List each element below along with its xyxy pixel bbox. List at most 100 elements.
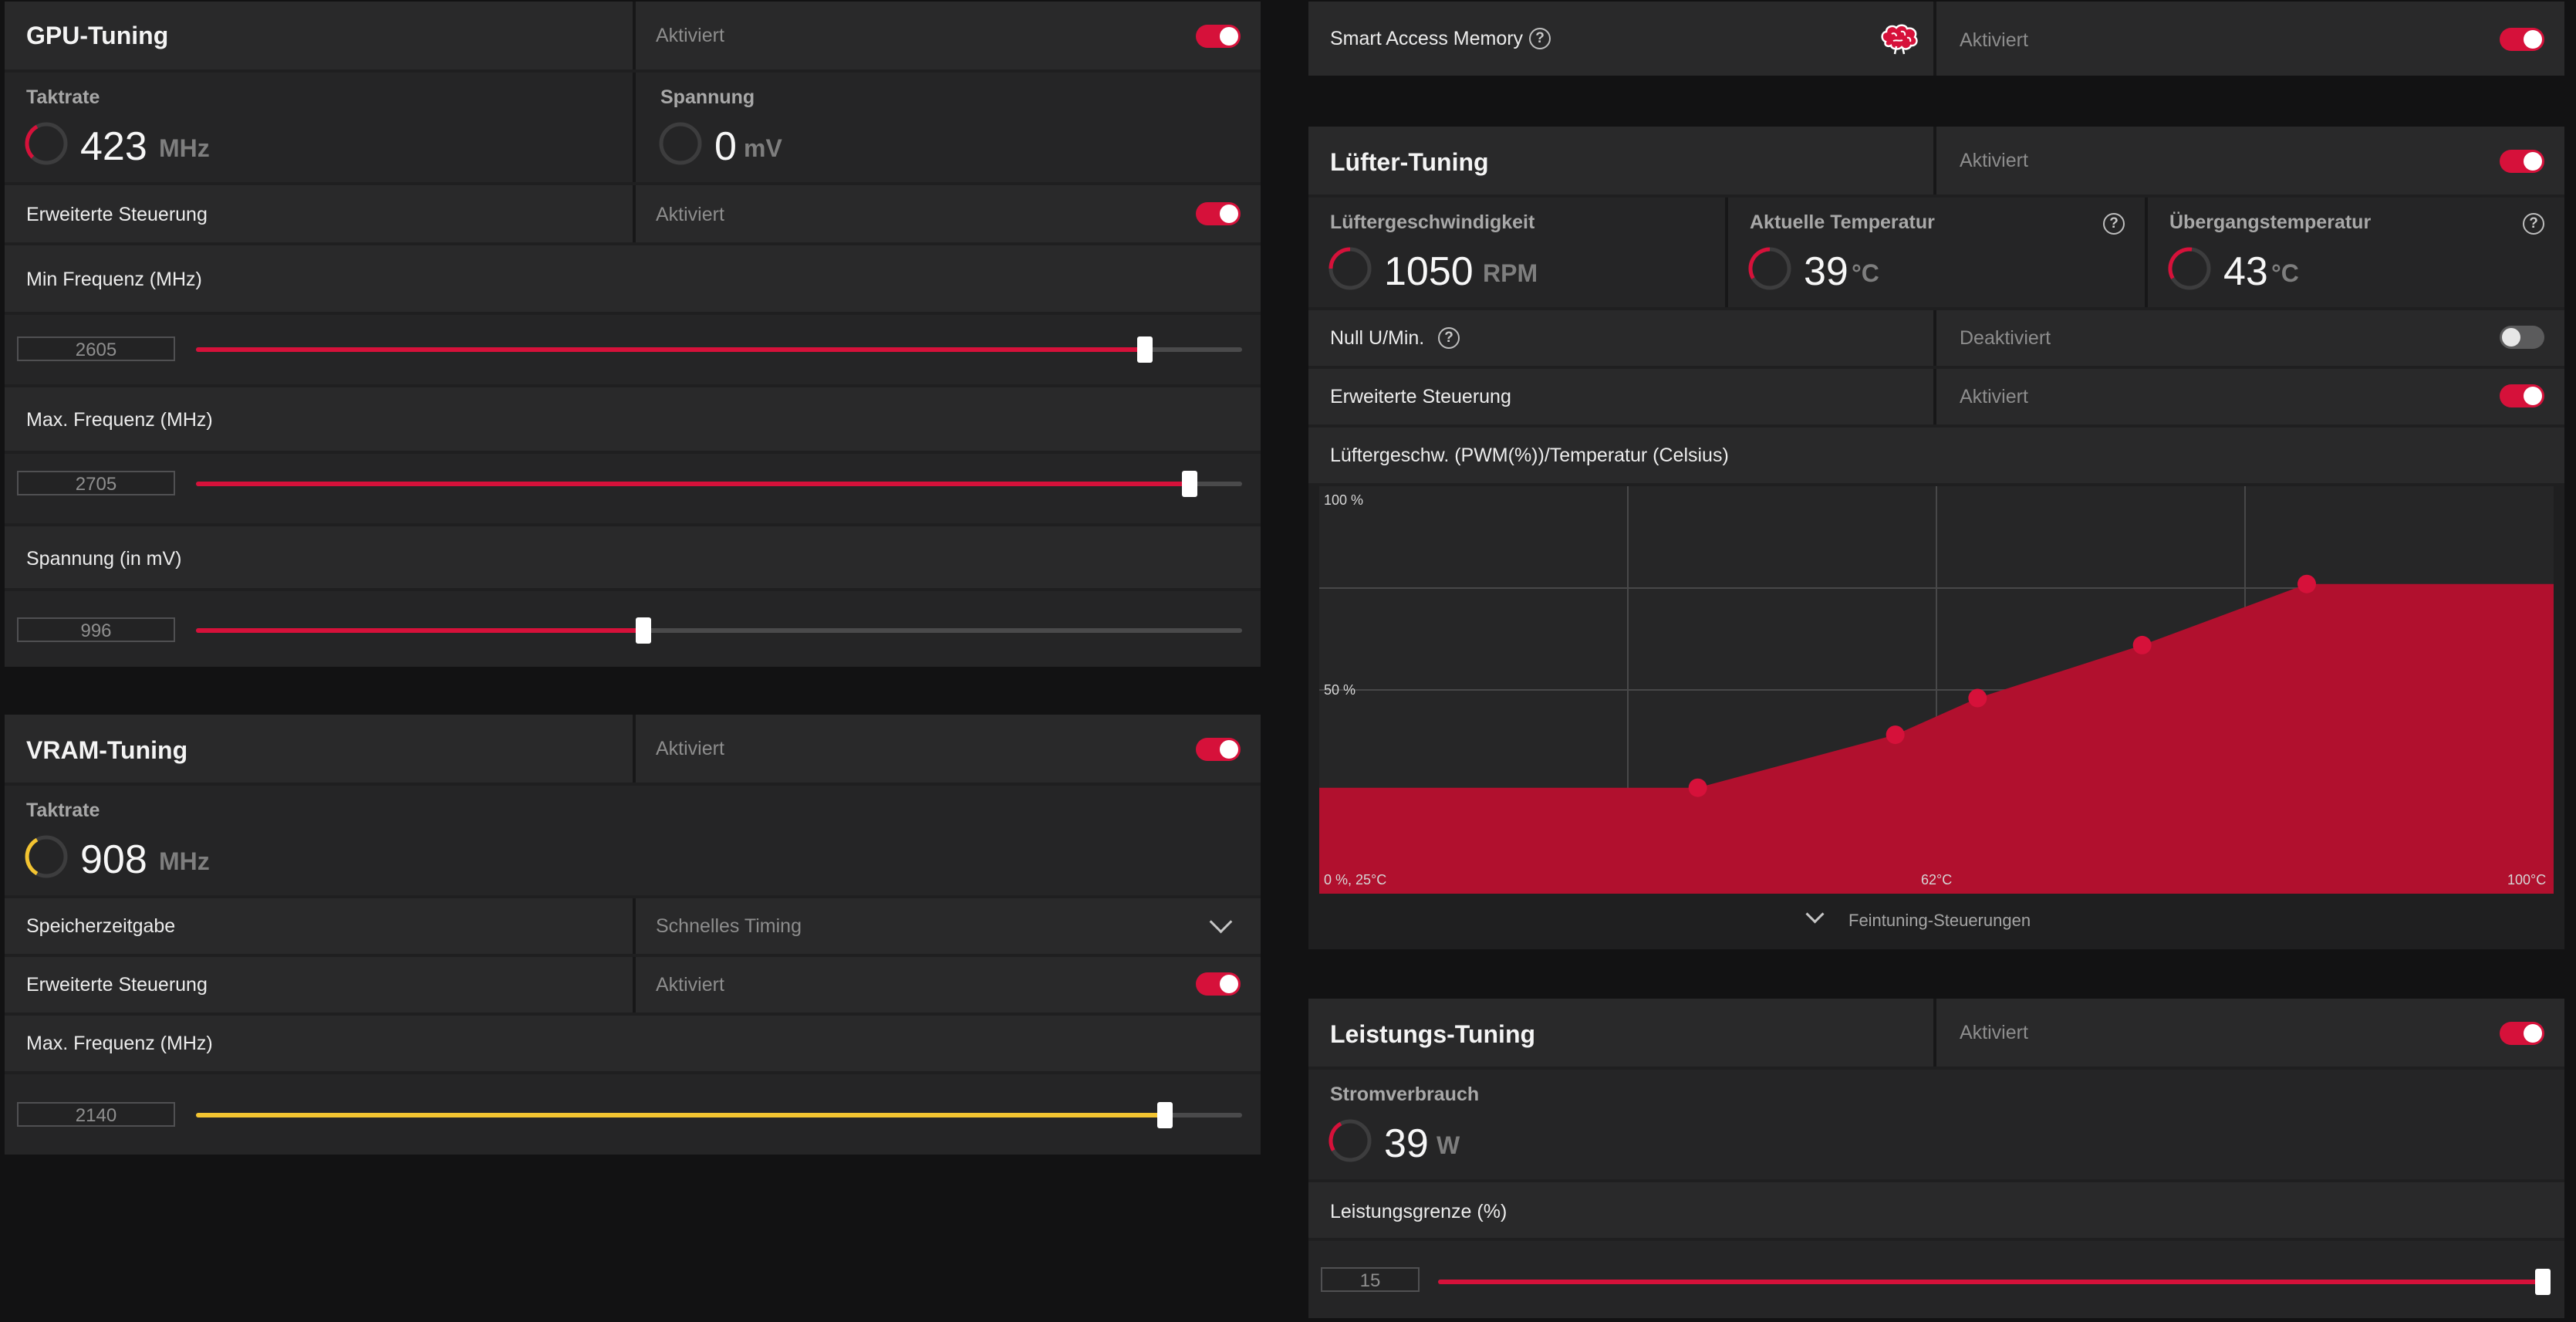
smart-access-memory-panel: Smart Access Memory ? Aktiviert [1308,2,2564,76]
voltage-input[interactable]: 996 [17,617,175,642]
voltage-slider[interactable] [196,617,1242,644]
vram-advanced-status: Aktiviert [656,974,724,996]
help-icon[interactable]: ? [2523,213,2544,235]
fan-tuning-panel: Lüfter-Tuning Aktiviert Lüftergeschwindi… [1308,127,2564,949]
gpu-advanced-status: Aktiviert [656,204,724,225]
memory-timing-row: Speicherzeitgabe Schnelles Timing [5,898,1261,954]
current-temp-label: Aktuelle Temperatur [1750,211,1935,233]
junction-temp-unit: °C [2271,259,2299,287]
max-freq-slider-thumb[interactable] [1182,471,1198,497]
vram-clock-gauge-icon [25,835,68,878]
gpu-voltage-label: Spannung [660,86,755,108]
vram-clock-label: Taktrate [26,800,100,821]
junction-temp-gauge-icon [2168,247,2211,290]
zero-rpm-toggle[interactable] [2500,326,2544,349]
memory-timing-dropdown[interactable]: Schnelles Timing [639,898,1261,954]
fan-curve-point-3[interactable] [1968,688,1987,708]
voltage-slider-fill [196,628,644,633]
min-freq-label-row: Min Frequenz (MHz) [5,245,1261,312]
min-freq-slider-fill [196,347,1145,352]
zero-rpm-row: Null U/Min. ? Deaktiviert [1308,310,2564,366]
gpu-voltage-value: 0 [714,124,737,169]
gpu-metrics-row: Taktrate 423 MHz Spannung 0 mV [5,73,1261,182]
fan-curve-chart[interactable]: 100 % 50 % 0 %, 25°C 62°C 100°C [1319,486,2554,894]
gpu-tuning-status: Aktiviert [656,25,724,46]
fan-curve-point-5[interactable] [2297,574,2316,593]
gpu-clock-unit: MHz [159,134,210,162]
fan-advanced-toggle[interactable] [2500,384,2544,407]
max-freq-label-row: Max. Frequenz (MHz) [5,387,1261,451]
vram-tuning-panel: VRAM-Tuning Aktiviert Taktrate 908 MHz S… [5,715,1261,1155]
max-freq-input[interactable]: 2705 [17,471,175,495]
fan-tuning-header: Lüfter-Tuning Aktiviert [1308,127,2564,194]
memory-timing-value: Schnelles Timing [656,915,802,937]
current-temp-unit: °C [1852,259,1879,287]
junction-temp-value: 43 [2223,249,2268,294]
max-freq-slider[interactable] [196,471,1242,497]
junction-temp-metric: Übergangstemperatur ? 43 °C [2148,198,2564,307]
vram-max-freq-input[interactable]: 2140 [17,1102,175,1127]
vram-max-freq-label: Max. Frequenz (MHz) [26,1033,213,1054]
help-icon[interactable]: ? [1529,28,1551,49]
y-axis-label-top: 100 % [1324,492,1364,508]
max-freq-slider-row: 2705 [5,454,1261,523]
power-tuning-status: Aktiviert [1960,1022,2028,1043]
fan-curve-point-1[interactable] [1688,778,1707,797]
fine-tuning-row[interactable]: Feintuning-Steuerungen [1308,895,2564,949]
gpu-voltage-unit: mV [744,134,782,162]
sam-toggle[interactable] [2500,28,2544,51]
gpu-tuning-toggle[interactable] [1196,25,1241,48]
power-tuning-header: Leistungs-Tuning Aktiviert [1308,999,2564,1067]
max-freq-slider-fill [196,482,1190,486]
gpu-advanced-label: Erweiterte Steuerung [26,204,208,225]
chevron-down-icon [1805,904,1825,924]
vram-max-freq-slider[interactable] [196,1102,1242,1128]
gpu-tuning-panel: GPU-Tuning Aktiviert Taktrate 423 MHz Sp… [5,2,1261,667]
help-icon[interactable]: ? [1438,327,1460,349]
vram-clock-unit: MHz [159,847,210,875]
vram-metrics-row: Taktrate 908 MHz [5,786,1261,895]
power-limit-slider-fill [1438,1280,2543,1284]
vram-max-freq-slider-thumb[interactable] [1156,1102,1173,1128]
min-freq-slider-thumb[interactable] [1136,336,1153,363]
vram-max-freq-label-row: Max. Frequenz (MHz) [5,1016,1261,1071]
min-freq-input[interactable]: 2605 [17,336,175,361]
power-tuning-toggle[interactable] [2500,1022,2544,1045]
min-freq-slider-row: 2605 [5,315,1261,384]
zero-rpm-label: Null U/Min. [1330,327,1425,349]
power-tuning-title: Leistungs-Tuning [1330,1020,1536,1048]
gpu-clock-value: 423 [80,124,147,169]
fan-tuning-toggle[interactable] [2500,150,2544,173]
help-icon[interactable]: ? [2103,213,2125,235]
fan-advanced-row: Erweiterte Steuerung Aktiviert [1308,369,2564,424]
fan-advanced-status: Aktiviert [1960,386,2028,407]
x-axis-label-right: 100°C [2507,872,2547,888]
fan-metrics-row: Lüftergeschwindigkeit 1050 RPM Aktuelle … [1308,198,2564,307]
current-temp-value: 39 [1804,249,1848,294]
fan-curve-title: Lüftergeschw. (PWM(%))/Temperatur (Celsi… [1330,445,1729,466]
fan-curve-point-2[interactable] [1886,725,1905,745]
power-limit-slider-thumb[interactable] [2535,1269,2551,1295]
voltage-slider-thumb[interactable] [636,617,652,644]
memory-timing-label: Speicherzeitgabe [26,915,176,937]
max-freq-label: Max. Frequenz (MHz) [26,409,213,431]
power-limit-slider[interactable] [1438,1269,2551,1295]
vram-tuning-toggle[interactable] [1196,738,1241,761]
fan-curve-area [1319,583,2554,894]
vram-advanced-label: Erweiterte Steuerung [26,974,208,996]
fine-tuning-label: Feintuning-Steuerungen [1848,911,2031,930]
vram-max-freq-slider-row: 2140 [5,1074,1261,1155]
power-limit-label: Leistungsgrenze (%) [1330,1201,1507,1222]
fan-curve-point-4[interactable] [2132,635,2152,654]
power-value: 39 [1384,1121,1429,1166]
vram-advanced-toggle[interactable] [1196,972,1241,996]
power-limit-input[interactable]: 15 [1321,1267,1420,1292]
vram-max-freq-slider-fill [196,1113,1165,1117]
fan-curve-svg[interactable] [1319,486,2554,894]
fan-tuning-status: Aktiviert [1960,150,2028,171]
gpu-voltage-metric: Spannung 0 mV [639,73,1261,182]
vram-tuning-status: Aktiviert [656,738,724,759]
gpu-advanced-toggle[interactable] [1196,202,1241,225]
min-freq-slider[interactable] [196,336,1242,363]
y-axis-label-mid: 50 % [1324,682,1356,698]
